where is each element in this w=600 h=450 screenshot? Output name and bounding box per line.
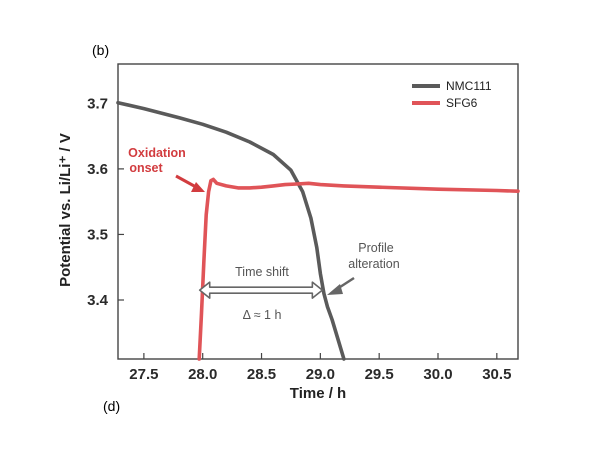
profile-alteration-label-line2: alteration xyxy=(348,257,399,271)
y-tick-label: 3.4 xyxy=(87,292,109,309)
delta-label: Δ ≈ 1 h xyxy=(243,308,282,322)
legend-label-sfg6: SFG6 xyxy=(446,96,478,110)
x-tick-label: 28.0 xyxy=(188,366,217,383)
x-axis-title: Time / h xyxy=(290,385,346,402)
next-panel-label: (d) xyxy=(103,398,120,414)
x-tick-label: 30.5 xyxy=(482,366,511,383)
plot-frame xyxy=(117,63,519,360)
series-line-nmc111 xyxy=(116,100,346,361)
x-tick-label: 29.5 xyxy=(365,366,394,383)
y-tick-label: 3.5 xyxy=(87,226,108,243)
legend-label-nmc111: NMC111 xyxy=(446,79,492,93)
panel-label: (b) xyxy=(92,42,109,58)
y-tick-label: 3.7 xyxy=(87,95,108,112)
x-tick-label: 27.5 xyxy=(129,366,158,383)
oxidation-onset-arrow xyxy=(175,174,205,192)
x-tick-label: 30.0 xyxy=(423,366,452,383)
y-tick-label: 3.6 xyxy=(87,161,108,178)
time-shift-double-arrow xyxy=(198,281,324,299)
x-tick-label: 29.0 xyxy=(306,366,335,383)
legend: NMC111 SFG6 xyxy=(412,79,492,110)
oxidation-onset-label-line1: Oxidation xyxy=(128,146,186,160)
profile-alteration-arrow xyxy=(327,276,355,295)
profile-alteration-label-line1: Profile xyxy=(358,241,393,255)
series-group xyxy=(116,100,520,361)
time-shift-label: Time shift xyxy=(235,265,289,279)
x-tick-label: 28.5 xyxy=(247,366,276,383)
x-axis-ticks: 27.5 28.0 28.5 29.0 29.5 30.0 30.5 xyxy=(129,353,511,383)
oxidation-onset-label-line2: onset xyxy=(129,161,163,175)
y-axis-ticks: 3.4 3.5 3.6 3.7 xyxy=(87,95,124,309)
y-axis-title: Potential vs. Li/Li⁺ / V xyxy=(57,133,74,287)
series-line-sfg6 xyxy=(197,177,520,361)
annotations: Oxidation onset Time shift Δ ≈ 1 h Profi… xyxy=(128,146,400,322)
time-shift-arrow xyxy=(198,281,324,299)
